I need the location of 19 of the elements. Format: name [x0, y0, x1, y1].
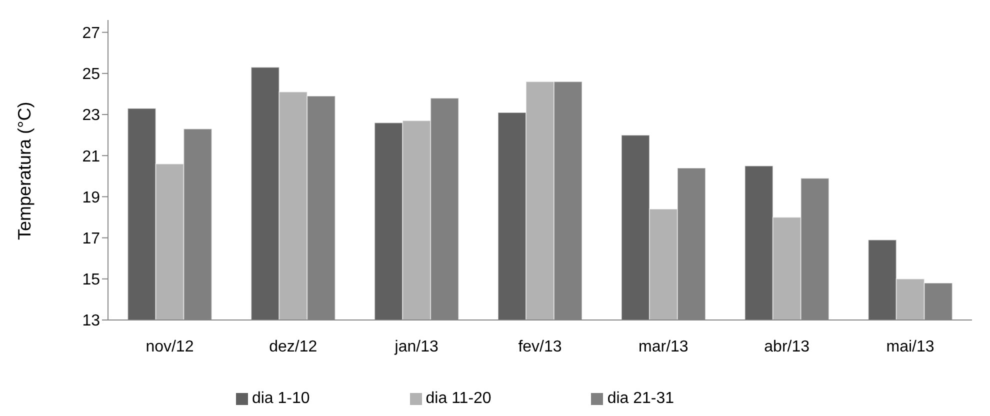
x-tick-label: fev/13 [518, 338, 562, 356]
x-tick-label: jan/13 [394, 338, 438, 356]
x-tick-label: nov/12 [146, 338, 194, 356]
y-tick-label: 25 [82, 66, 100, 84]
legend-label: dia 11-20 [426, 390, 492, 407]
y-tick-label: 15 [82, 272, 100, 289]
y-tick-label: 19 [82, 189, 100, 206]
x-tick-label: mai/13 [886, 338, 934, 356]
x-tick-label: abr/13 [764, 338, 810, 356]
legend-label: dia 1-10 [252, 390, 310, 407]
y-tick-label: 13 [82, 312, 100, 330]
x-tick-label: mar/13 [638, 338, 688, 356]
y-tick-label: 17 [82, 230, 100, 248]
legend-label: dia 21-31 [607, 390, 674, 407]
y-tick-label: 21 [82, 148, 100, 166]
y-tick-label: 27 [82, 25, 100, 42]
y-axis-title: Temperatura (°C) [14, 102, 34, 240]
x-tick-label: dez/12 [269, 338, 318, 356]
y-tick-label: 23 [82, 107, 100, 124]
